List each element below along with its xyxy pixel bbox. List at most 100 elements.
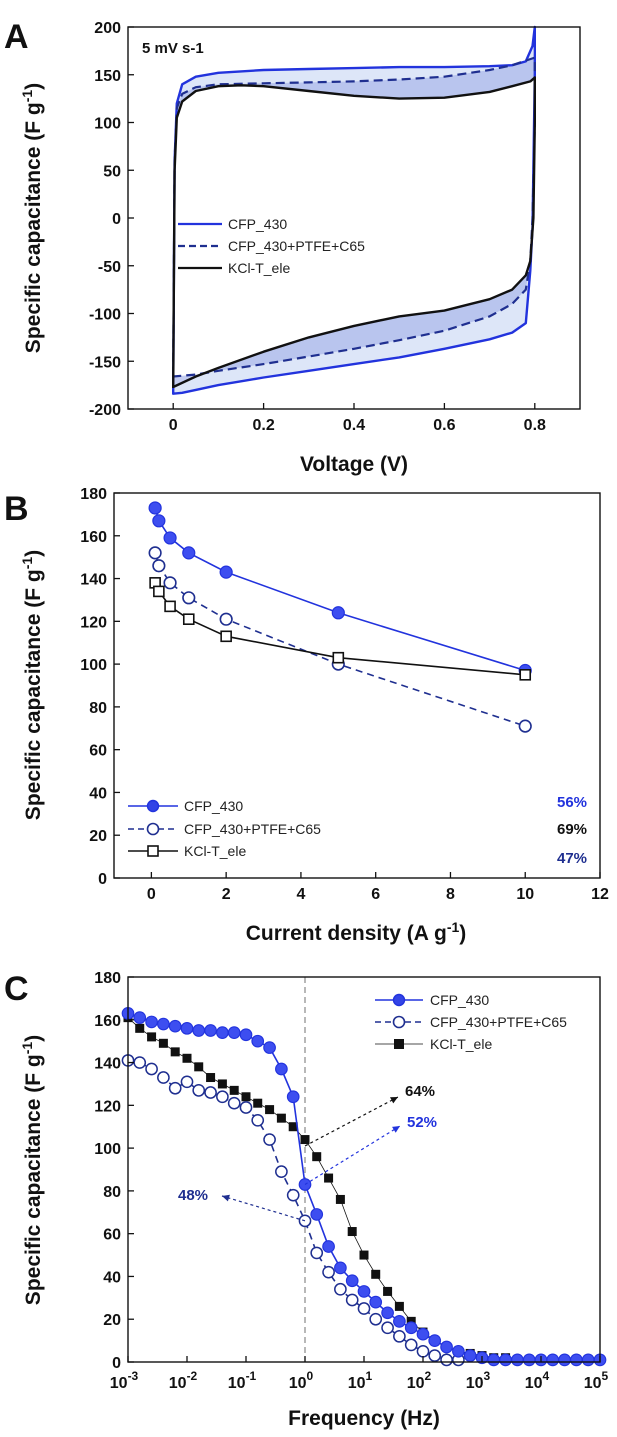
panel-c-point-cfp430 <box>310 1208 324 1221</box>
panel-c-ytick-label: 20 <box>103 1312 121 1329</box>
panel-c-point-cfp430 <box>487 1353 501 1367</box>
panel-a-ytick-label: -200 <box>89 402 121 419</box>
panel-c-arrowhead-ptfe <box>222 1194 230 1202</box>
panel-b-point-ptfe <box>182 591 196 605</box>
panel-c-point-cfp430 <box>227 1026 241 1039</box>
panel-a-ytick-label: 150 <box>94 68 121 85</box>
panel-c-point-ptfe <box>286 1188 300 1202</box>
panel-c-xtick-label: 101 <box>348 1369 373 1392</box>
legend-c-cfp430: CFP_430 <box>430 992 489 1008</box>
panel-b-point-cfp430 <box>152 514 166 528</box>
panel-c-point-cfp430 <box>204 1024 217 1037</box>
panel-b-legend: CFP_430 CFP_430+PTFE+C65 KCl-T_ele <box>128 798 321 859</box>
panel-c-point-cfp430 <box>357 1285 371 1298</box>
panel-b-label-47: 47% <box>557 850 587 867</box>
panel-b-point-cfp430 <box>331 606 345 620</box>
panel-b-point-kcl <box>220 630 232 643</box>
panel-c-point-cfp430 <box>393 1315 406 1328</box>
legend-b-ptfe: CFP_430+PTFE+C65 <box>184 821 321 837</box>
panel-b-ylabel: Specific capacitance (F g-1) <box>19 550 45 820</box>
legend-a-ptfe: CFP_430+PTFE+C65 <box>228 238 365 254</box>
panel-a-xtick-label: 0.6 <box>433 417 455 434</box>
panel-a-ytick-label: -50 <box>98 259 121 276</box>
panel-b-xtick-label: 12 <box>591 886 609 903</box>
panel-b-point-ptfe <box>163 576 177 590</box>
panel-c-point-cfp430 <box>322 1240 335 1253</box>
panel-b-ytick-label: 80 <box>89 700 107 717</box>
panel-a-ytick-label: 200 <box>94 20 121 37</box>
panel-c-xtick-label: 103 <box>466 1369 491 1392</box>
panel-b-xtick-label: 10 <box>516 886 534 903</box>
panel-b-xtick-label: 4 <box>296 886 305 903</box>
panel-c-point-ptfe <box>428 1349 442 1362</box>
panel-c-xtick-label: 105 <box>584 1369 609 1392</box>
panel-c-label-52: 52% <box>407 1114 437 1131</box>
panel-c-arrow-ptfe <box>221 1195 306 1222</box>
panel-a-xtick-label: 0.2 <box>252 417 274 434</box>
panel-b-ytick-label: 100 <box>80 657 107 674</box>
panel-a-ytick-label: -150 <box>89 354 121 371</box>
panel-a-ytick-label: 50 <box>103 163 121 180</box>
panel-b-point-ptfe <box>148 546 162 560</box>
panel-c-xtick-label: 104 <box>525 1369 550 1392</box>
panel-b-point-kcl <box>332 651 345 664</box>
panel-c-point-kcl <box>147 1032 157 1042</box>
panel-c-ticks: 10-3 10-2 10-1 100 101 102 103 104 105 0 20 40 60 80 1… <box>94 970 608 1392</box>
panel-c-arrow-kcl <box>304 1096 399 1147</box>
panel-c-point-cfp430 <box>286 1090 300 1104</box>
panel-a-xlabel: Voltage (V) <box>300 453 408 476</box>
panel-a-ytick-label: -100 <box>89 307 121 324</box>
legend-b-marker-ptfe <box>146 822 160 836</box>
panel-label-b: B <box>4 490 29 528</box>
panel-c-point-ptfe <box>334 1282 347 1296</box>
panel-c-point-ptfe <box>204 1086 217 1099</box>
panel-c-series <box>121 1007 607 1367</box>
panel-c-point-ptfe <box>369 1312 383 1326</box>
panel-c-point-ptfe <box>251 1113 265 1127</box>
panel-c-ytick-label: 160 <box>94 1013 121 1030</box>
panel-b-point-ptfe <box>518 719 532 733</box>
panel-c-ytick-label: 0 <box>112 1355 121 1372</box>
legend-a-kcl: KCl-T_ele <box>228 260 290 276</box>
panel-c-point-cfp430 <box>180 1021 194 1035</box>
panel-c-point-cfp430 <box>416 1327 430 1341</box>
panel-a-shaded-regions <box>173 27 535 394</box>
panel-c-point-kcl <box>241 1092 251 1102</box>
panel-c-point-cfp430 <box>404 1321 418 1335</box>
panel-c-point-ptfe <box>381 1321 394 1335</box>
panel-c-ytick-label: 40 <box>103 1269 121 1286</box>
panel-c-point-cfp430 <box>251 1034 265 1048</box>
panel-c-arrowhead-cfp430 <box>392 1126 400 1133</box>
panel-c-point-kcl <box>335 1194 345 1204</box>
panel-c-point-cfp430 <box>570 1353 583 1367</box>
panel-c-point-cfp430 <box>511 1353 524 1367</box>
panel-c-point-cfp430 <box>133 1011 147 1024</box>
panel-c-point-cfp430 <box>558 1353 571 1367</box>
panel-c-ytick-label: 180 <box>94 970 121 987</box>
panel-a: A 0 0.2 0.4 0.6 0.8 -200 -150 -100 -50 0 50 100 150 2… <box>4 18 581 476</box>
panel-c-point-kcl <box>276 1113 286 1123</box>
panel-c-point-cfp430 <box>192 1024 206 1037</box>
panel-b-line-cfp430 <box>154 507 526 672</box>
panel-a-ytick-label: 0 <box>112 211 121 228</box>
panel-b-xlabel: Current density (A g-1) <box>246 919 467 945</box>
legend-c-ptfe: CFP_430+PTFE+C65 <box>430 1014 567 1030</box>
panel-c-point-ptfe <box>192 1084 206 1097</box>
panel-c-point-cfp430 <box>275 1062 288 1076</box>
panel-c-point-kcl <box>371 1269 381 1279</box>
panel-c-point-kcl <box>194 1062 204 1072</box>
panel-c-point-cfp430 <box>581 1353 595 1367</box>
panel-b-plot-frame <box>113 492 601 879</box>
legend-b-kcl: KCl-T_ele <box>184 843 246 859</box>
legend-c-marker-cfp430 <box>392 993 406 1007</box>
panel-c-ylabel: Specific capacitance (F g-1) <box>19 1035 45 1305</box>
panel-c-point-ptfe <box>404 1338 418 1352</box>
panel-b-labels: 56% 69% 47% <box>557 794 587 867</box>
panel-c-point-ptfe <box>239 1101 253 1114</box>
panel-b-ytick-label: 160 <box>80 529 107 546</box>
legend-b-cfp430: CFP_430 <box>184 798 243 814</box>
panel-b-xtick-label: 8 <box>446 886 455 903</box>
panel-c-point-kcl <box>359 1250 369 1260</box>
panel-b-ytick-label: 60 <box>89 743 107 760</box>
panel-c-point-ptfe <box>345 1293 359 1307</box>
